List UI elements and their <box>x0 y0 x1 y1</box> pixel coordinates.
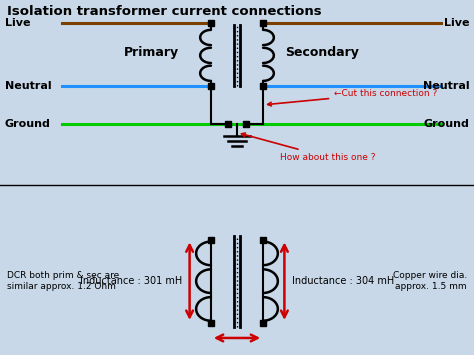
Text: Copper wire dia.
approx. 1.5 mm: Copper wire dia. approx. 1.5 mm <box>392 272 467 291</box>
Text: Inductance : 304 mH: Inductance : 304 mH <box>292 276 394 286</box>
Text: DCR both prim & sec are
similar approx. 1.2 Ohm: DCR both prim & sec are similar approx. … <box>7 272 119 291</box>
Text: Neutral: Neutral <box>5 81 51 91</box>
Text: How about this one ?: How about this one ? <box>241 133 375 162</box>
Text: ←Cut this connection ?: ←Cut this connection ? <box>268 89 438 106</box>
Text: Ground: Ground <box>423 119 469 129</box>
Text: Neutral: Neutral <box>423 81 469 91</box>
Text: Ground: Ground <box>5 119 51 129</box>
Text: Live: Live <box>5 18 30 28</box>
Text: Primary: Primary <box>124 45 179 59</box>
Text: Inductance : 301 mH: Inductance : 301 mH <box>80 276 182 286</box>
Text: Secondary: Secondary <box>285 45 359 59</box>
Text: Isolation transformer current connections: Isolation transformer current connection… <box>7 5 322 18</box>
Text: Live: Live <box>444 18 469 28</box>
